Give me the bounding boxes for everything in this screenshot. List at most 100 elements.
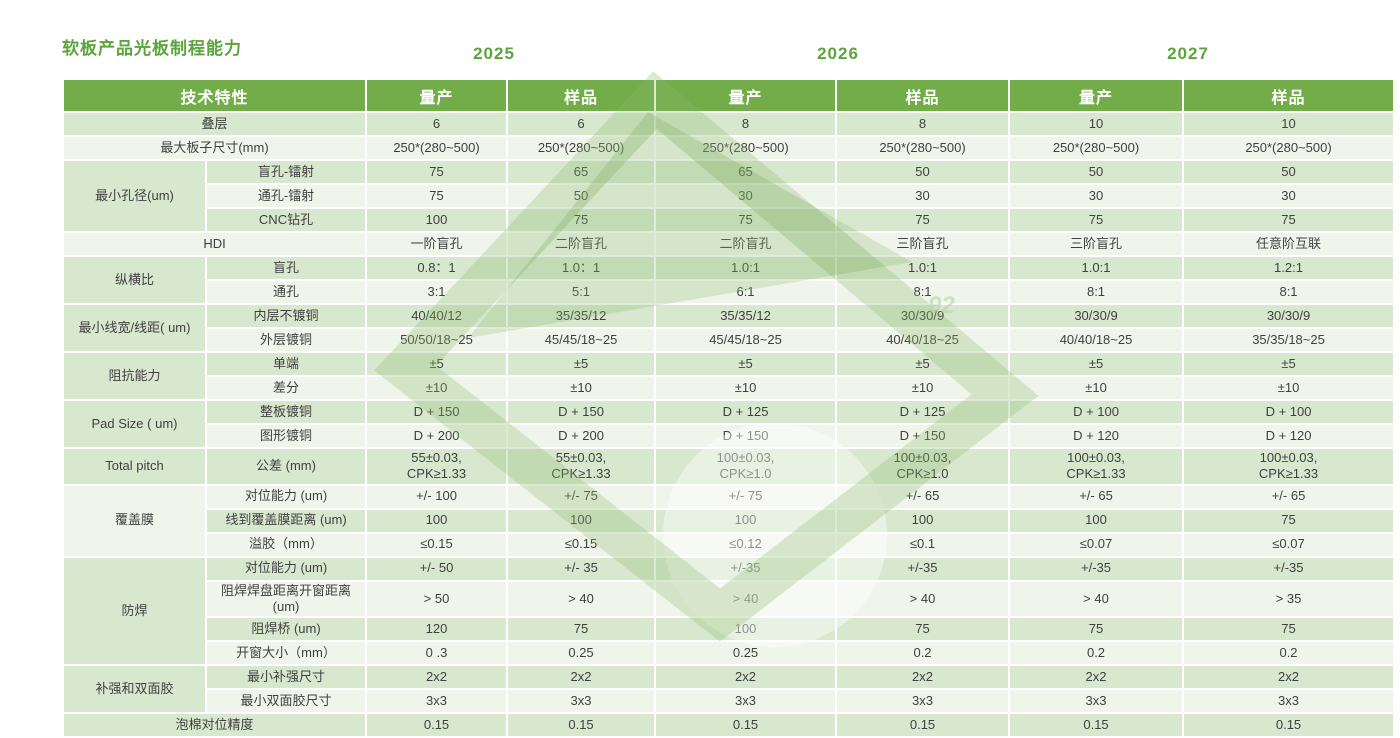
value-cell: ±5 [367,353,507,375]
value-cell: +/-35 [1010,557,1183,580]
value-cell: ±10 [367,377,507,399]
value-cell: 8 [837,113,1009,135]
value-cell: 1.0:1 [656,257,836,279]
value-cell: > 40 [837,581,1009,616]
table-row: 差分 ±10 ±10 ±10 ±10 ±10 ±10 [64,377,1394,399]
category-cell: 补强和双面胶 [64,666,205,712]
value-cell: 任意阶互联 [1184,233,1394,255]
row-sublabel: 最小双面胶尺寸 [207,690,366,712]
column-header-2025-massprod: 量产 [367,80,507,111]
value-cell: 100 [367,209,507,231]
table-row: 叠层 6 6 8 8 10 10 [64,113,1394,135]
value-cell: D + 200 [508,425,655,447]
row-sublabel: 对位能力 (um) [207,557,366,580]
value-cell: 100 [508,509,655,532]
value-cell: 55±0.03, CPK≥1.33 [508,449,655,484]
value-cell: 30 [656,185,836,207]
value-cell: 40/40/18~25 [1010,329,1183,351]
year-label-2026: 2026 [817,44,859,63]
value-cell: 0.2 [1184,642,1394,664]
value-cell: +/- 75 [656,485,836,508]
value-cell: 二阶盲孔 [656,233,836,255]
table-row: 覆盖膜 对位能力 (um) +/- 100 +/- 75 +/- 75 +/- 65 +/-… [64,485,1394,556]
value-cell: 1.0:1 [1010,257,1183,279]
table-row: 最大板子尺寸(mm) 250*(280~500) 250*(280~500) 250*… [64,137,1394,159]
value-cell: 10 [1010,113,1183,135]
value-cell: ±10 [508,377,655,399]
value-cell: +/-35 [837,557,1009,580]
value-cell: 55±0.03, CPK≥1.33 [367,449,507,484]
value-cell: 250*(280~500) [1184,137,1394,159]
value-cell: ±10 [837,377,1009,399]
value-cell: 3x3 [656,690,836,712]
value-cell: 2x2 [508,666,655,688]
value-cell: 120 [367,618,507,640]
value-cell: 0.2 [1010,642,1183,664]
value-cell: > 50 [367,581,507,616]
value-cell: 250*(280~500) [837,137,1009,159]
value-cell: 35/35/12 [656,305,836,327]
row-label: HDI [64,233,366,255]
value-cell: 250*(280~500) [508,137,655,159]
value-cell: 50 [1010,161,1183,183]
value-cell: D + 100 [1184,401,1394,423]
value-cell: D + 150 [367,401,507,423]
row-sublabel: 线到覆盖膜距离 (um) [207,509,366,532]
value-cell: +/- 65 [837,485,1009,508]
table-row: 外层镀铜 50/50/18~25 45/45/18~25 45/45/18~25 40/… [64,329,1394,351]
value-cell: 三阶盲孔 [1010,233,1183,255]
category-cell: Total pitch [64,449,205,484]
table-row: Pad Size ( um) 整板镀铜 D + 150 D + 150 D + 125 D… [64,401,1394,447]
value-cell: 65 [508,161,655,183]
value-cell: 0.8：1 [367,257,507,279]
row-sublabel: 通孔 [207,281,366,303]
value-cell: 0.15 [367,714,507,736]
value-cell: 65 [656,161,836,183]
table-row: 最小孔径(um) 盲孔-镭射 75 65 65 50 50 50 [64,161,1394,231]
value-cell: 75 [367,161,507,183]
value-cell: 2x2 [1184,666,1394,688]
value-cell: 1.0:1 [837,257,1009,279]
value-cell: 8 [656,113,836,135]
value-cell: 75 [1184,618,1394,640]
value-cell: 250*(280~500) [656,137,836,159]
value-cell: 0.15 [837,714,1009,736]
row-sublabel: 图形镀铜 [207,425,366,447]
value-cell: 0.25 [656,642,836,664]
row-label: 最大板子尺寸(mm) [64,137,366,159]
value-cell: 1.2:1 [1184,257,1394,279]
value-cell: 3x3 [837,690,1009,712]
value-cell: 8:1 [1010,281,1183,303]
row-label: 泡棉对位精度 [64,714,366,736]
value-cell: 3x3 [1010,690,1183,712]
value-cell: 100±0.03, CPK≥1.0 [837,449,1009,484]
feature-header: 技术特性 [64,80,366,111]
capability-table: 技术特性 量产 样品 量产 样品 量产 样品 叠层 6 6 8 8 10 10 最大板子尺寸(… [62,78,1395,738]
value-cell: 10 [1184,113,1394,135]
value-cell: ≤0.15 [508,533,655,556]
table-row: 线到覆盖膜距离 (um) 100 100 100 100 100 75 [64,509,1394,532]
row-sublabel: 内层不镀铜 [207,305,366,327]
value-cell: 50/50/18~25 [367,329,507,351]
value-cell: 0.15 [1010,714,1183,736]
value-cell: +/- 35 [508,557,655,580]
value-cell: 0.25 [508,642,655,664]
row-sublabel: 阻焊焊盘距离开窗距离 (um) [207,581,366,616]
table-row: 开窗大小（mm） 0 .3 0.25 0.25 0.2 0.2 0.2 [64,642,1394,664]
table-row: 泡棉对位精度 0.15 0.15 0.15 0.15 0.15 0.15 [64,714,1394,736]
value-cell: 75 [837,209,1009,231]
value-cell: ±5 [1184,353,1394,375]
value-cell: 75 [1010,209,1183,231]
table-row: 防焊 对位能力 (um) +/- 50 +/- 35 +/-35 +/-35 +/-35 +/… [64,557,1394,664]
value-cell: ≤0.07 [1010,533,1183,556]
value-cell: 100±0.03, CPK≥1.0 [656,449,836,484]
category-cell: 覆盖膜 [64,485,205,556]
column-header-2027-massprod: 量产 [1010,80,1183,111]
value-cell: +/- 65 [1010,485,1183,508]
table-row: 溢胶（mm） ≤0.15 ≤0.15 ≤0.12 ≤0.1 ≤0.07 ≤0.07 [64,533,1394,556]
category-cell: 阻抗能力 [64,353,205,399]
value-cell: 30/30/9 [837,305,1009,327]
value-cell: 50 [837,161,1009,183]
row-sublabel: 开窗大小（mm） [207,642,366,664]
value-cell: ±10 [1184,377,1394,399]
